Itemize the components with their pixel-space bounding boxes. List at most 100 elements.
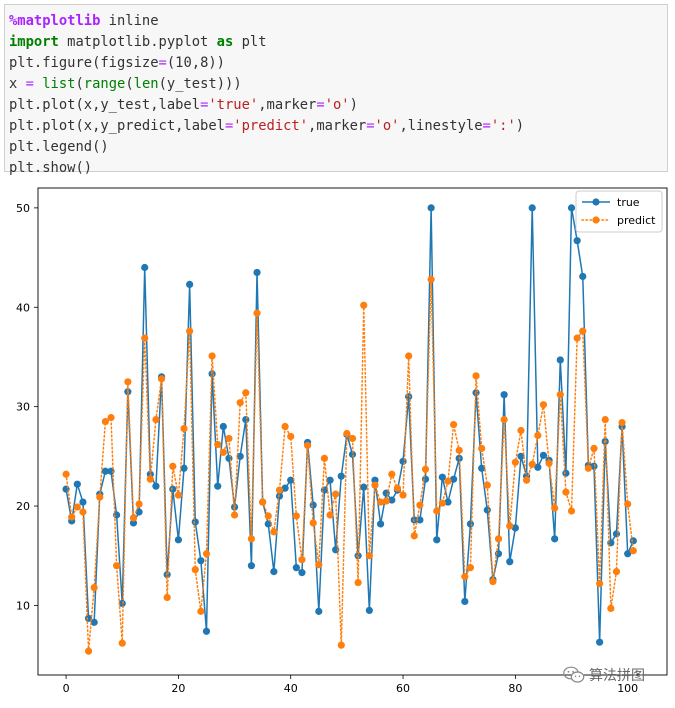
- data-point-predict: [489, 577, 497, 586]
- data-point-predict: [562, 488, 570, 496]
- data-point-true: [247, 562, 256, 570]
- code-token: matplotlib.pyplot: [58, 34, 217, 50]
- code-token: =: [316, 97, 325, 113]
- data-point-predict: [612, 568, 621, 576]
- data-point-predict: [590, 444, 598, 452]
- data-point-true: [101, 467, 109, 475]
- data-point-predict: [141, 334, 149, 342]
- x-tick-label: 100: [617, 682, 638, 695]
- data-point-true: [567, 204, 576, 212]
- code-token: plt: [233, 34, 267, 50]
- code-token: =: [224, 118, 234, 134]
- data-point-true: [275, 492, 284, 500]
- code-token: as: [216, 34, 234, 50]
- data-point-true: [152, 482, 160, 490]
- data-point-predict: [129, 514, 138, 522]
- data-point-predict: [388, 470, 396, 478]
- y-tick-label: 50: [16, 202, 30, 215]
- code-token: [34, 76, 42, 92]
- code-token: ,linestyle: [399, 118, 483, 134]
- code-line: %matplotlib inline: [9, 11, 524, 32]
- code-token: list: [42, 76, 76, 92]
- data-point-predict: [236, 399, 244, 407]
- code-editor[interactable]: %matplotlib inline import matplotlib.pypl…: [9, 11, 524, 179]
- data-point-true: [612, 530, 621, 538]
- code-token: 'true': [208, 97, 259, 113]
- data-point-true: [332, 546, 340, 554]
- data-point-true: [438, 473, 446, 481]
- data-point-predict: [146, 475, 154, 483]
- data-point-predict: [225, 434, 233, 443]
- data-point-predict: [601, 415, 609, 424]
- code-token: 'o': [324, 97, 350, 113]
- code-token: ':': [490, 118, 516, 134]
- data-point-true: [292, 564, 300, 572]
- data-point-true: [118, 599, 126, 608]
- data-point-predict: [399, 491, 407, 499]
- data-point-predict: [84, 647, 93, 655]
- data-point-true: [197, 557, 205, 565]
- data-point-true: [298, 569, 306, 577]
- data-point-true: [562, 469, 570, 477]
- data-point-predict: [511, 458, 519, 466]
- watermark-text: 算法拼图: [589, 668, 645, 684]
- code-token: %matplotlib: [9, 13, 101, 29]
- data-point-predict: [596, 579, 604, 588]
- data-point-true: [579, 272, 587, 281]
- data-point-predict: [624, 500, 632, 508]
- code-token: plt.plot(x,y_predict,label: [9, 118, 225, 134]
- data-point-true: [354, 552, 362, 560]
- data-point-predict: [152, 415, 160, 424]
- data-point-predict: [410, 532, 418, 540]
- code-line: plt.plot(x,y_predict,label='predict',mar…: [9, 116, 524, 137]
- data-point-true: [84, 614, 93, 622]
- data-point-true: [511, 524, 519, 532]
- legend-marker-predict: [592, 216, 600, 224]
- data-point-predict: [517, 426, 525, 435]
- data-point-true: [629, 537, 637, 545]
- data-point-predict: [421, 465, 430, 473]
- line-chart: 0 20 40 60 80 100 10 20 30 40 50 true predict: [16, 187, 668, 695]
- data-point-true: [180, 464, 188, 472]
- data-point-predict: [466, 564, 475, 572]
- code-cell[interactable]: %matplotlib inline import matplotlib.pypl…: [4, 4, 668, 176]
- data-point-predict: [107, 413, 115, 422]
- data-point-true: [461, 597, 469, 606]
- code-token: =: [200, 97, 209, 113]
- data-point-true: [225, 454, 233, 462]
- code-token: =: [25, 76, 34, 92]
- data-point-predict: [556, 391, 564, 399]
- data-point-true: [79, 498, 87, 506]
- code-token: x: [9, 76, 26, 92]
- data-point-predict: [567, 507, 576, 515]
- data-point-true: [242, 415, 250, 424]
- data-point-true: [483, 506, 491, 514]
- code-token: (y_test))): [158, 76, 242, 92]
- data-point-true: [214, 482, 222, 490]
- data-point-true: [186, 280, 194, 289]
- code-token: =: [366, 118, 375, 134]
- data-point-true: [348, 450, 357, 458]
- data-point-true: [466, 520, 475, 528]
- data-point-predict: [90, 583, 98, 592]
- data-point-predict: [270, 528, 278, 536]
- data-point-true: [135, 508, 143, 516]
- data-point-true: [270, 568, 278, 576]
- data-point-predict: [214, 440, 222, 449]
- data-point-true: [202, 627, 211, 635]
- data-point-predict: [393, 484, 402, 492]
- legend-label-true: true: [617, 196, 640, 209]
- data-point-predict: [264, 512, 272, 520]
- data-point-predict: [573, 334, 581, 342]
- data-point-predict: [101, 417, 109, 426]
- data-point-true: [337, 472, 345, 480]
- data-point-predict: [382, 497, 390, 505]
- data-point-true: [90, 618, 98, 626]
- data-point-predict: [332, 490, 340, 498]
- code-line: x = list(range(len(y_test))): [9, 74, 524, 95]
- data-point-predict: [500, 415, 508, 424]
- data-point-predict: [174, 491, 183, 499]
- data-point-predict: [68, 513, 76, 521]
- data-point-predict: [629, 547, 637, 555]
- legend-label-predict: predict: [617, 214, 656, 227]
